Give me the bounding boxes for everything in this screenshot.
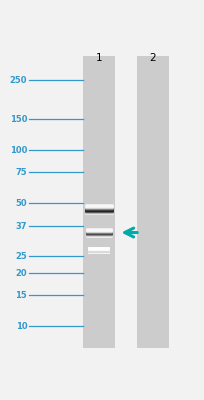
Text: 50: 50: [16, 198, 27, 208]
Text: 10: 10: [16, 322, 27, 330]
Text: 25: 25: [15, 252, 27, 260]
Text: 20: 20: [16, 268, 27, 278]
Bar: [136, 56, 168, 348]
Text: 100: 100: [10, 146, 27, 154]
Text: 250: 250: [10, 76, 27, 84]
Text: 150: 150: [10, 114, 27, 124]
Text: 75: 75: [16, 168, 27, 176]
Text: 37: 37: [16, 222, 27, 230]
Bar: [82, 56, 114, 348]
Text: 2: 2: [149, 53, 155, 63]
Text: 15: 15: [15, 290, 27, 300]
Text: 1: 1: [95, 53, 102, 63]
